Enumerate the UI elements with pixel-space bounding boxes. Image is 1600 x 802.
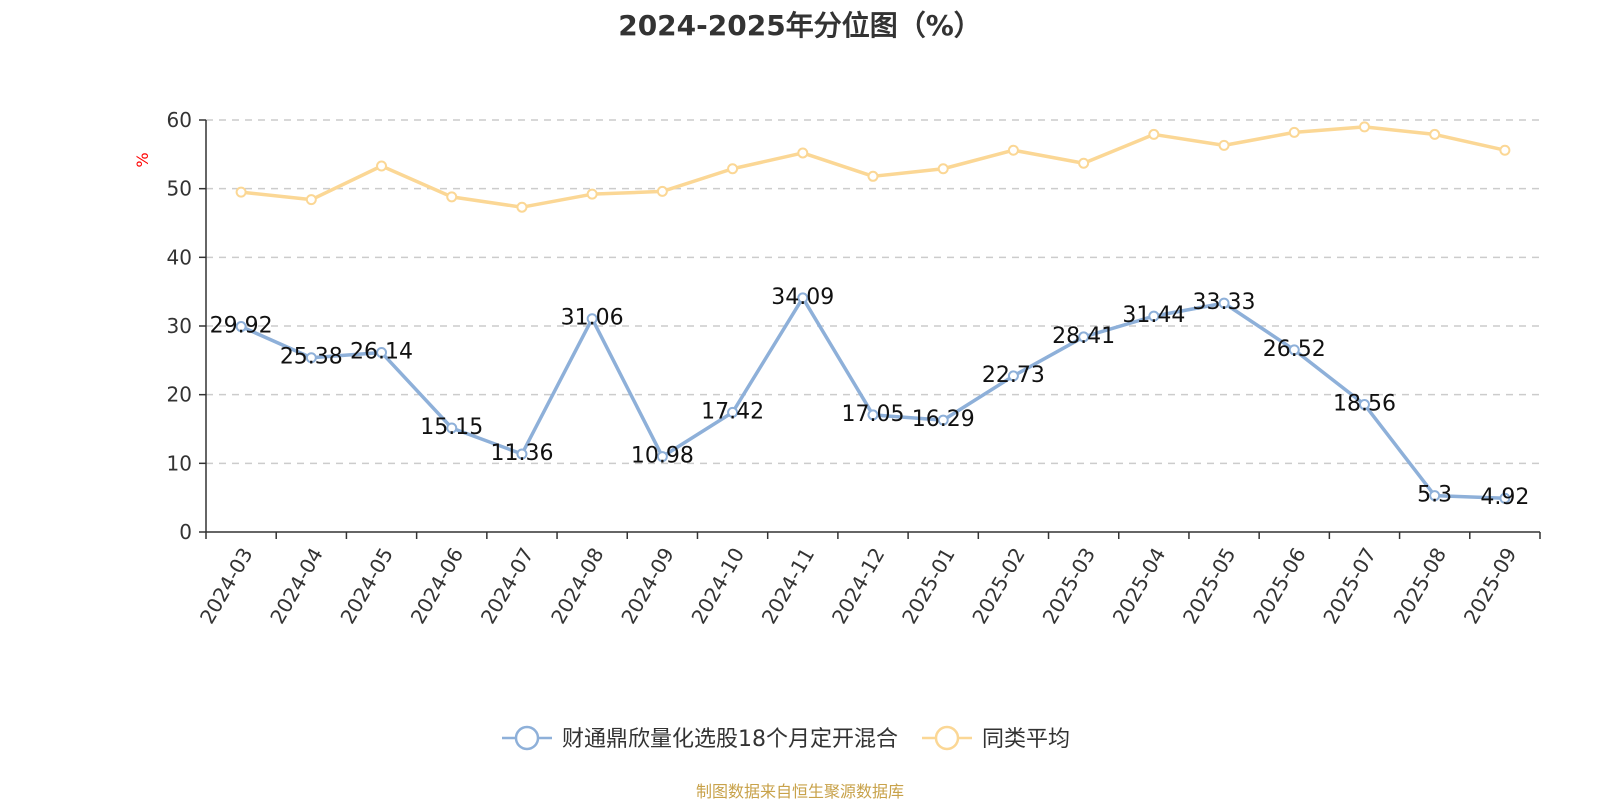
series-lines — [240, 125, 1506, 500]
series-line — [240, 296, 1505, 500]
data-label: 10.98 — [631, 444, 694, 469]
data-point — [1429, 490, 1441, 502]
legend-marker — [934, 725, 960, 751]
y-tick-label: 20 — [167, 383, 192, 407]
data-point — [1499, 144, 1511, 156]
data-point — [1288, 126, 1300, 138]
data-point — [1499, 492, 1511, 504]
data-label: 4.92 — [1480, 485, 1529, 510]
data-point — [1218, 297, 1230, 309]
x-tick-label: 2025-08 — [1389, 544, 1452, 628]
data-point — [1358, 121, 1370, 133]
data-point — [235, 321, 247, 333]
data-point — [797, 292, 809, 304]
data-label: 26.14 — [350, 340, 413, 365]
data-label: 31.06 — [561, 306, 624, 331]
data-point — [446, 191, 458, 203]
x-tick-label: 2024-05 — [335, 544, 398, 628]
data-label: 17.05 — [842, 402, 905, 427]
data-point — [446, 422, 458, 434]
data-point — [305, 352, 317, 364]
y-tick-label: 30 — [167, 314, 192, 338]
data-point — [1078, 331, 1090, 343]
x-tick-label: 2025-02 — [967, 544, 1030, 628]
data-point — [1429, 128, 1441, 140]
data-point — [1148, 310, 1160, 322]
x-tick-label: 2024-10 — [686, 544, 749, 628]
data-label: 22.73 — [982, 363, 1045, 388]
data-point — [1358, 399, 1370, 411]
y-tick-label: 10 — [167, 451, 192, 475]
x-tick-label: 2025-03 — [1038, 544, 1101, 628]
x-tick-label: 2024-06 — [406, 544, 469, 628]
x-tick-label: 2025-04 — [1108, 544, 1171, 628]
data-point — [305, 194, 317, 206]
y-axis-label: % — [133, 152, 152, 167]
x-tick-label: 2024-09 — [616, 544, 679, 628]
data-point — [1288, 344, 1300, 356]
x-tick-label: 2024-04 — [265, 544, 328, 628]
data-point — [376, 347, 388, 359]
x-tick-label: 2024-11 — [757, 544, 820, 628]
data-point — [867, 409, 879, 421]
chart-title: 2024-2025年分位图（%） — [618, 9, 982, 42]
data-point — [1148, 128, 1160, 140]
legend-label: 财通鼎欣量化选股18个月定开混合 — [562, 727, 898, 752]
data-point — [727, 163, 739, 175]
data-point — [376, 160, 388, 172]
data-label: 28.41 — [1052, 324, 1115, 349]
data-point — [586, 188, 598, 200]
data-point — [1218, 139, 1230, 151]
data-label: 25.38 — [280, 345, 343, 370]
x-tick-label: 2025-06 — [1248, 544, 1311, 628]
y-tick-label: 50 — [167, 177, 192, 201]
data-point — [656, 185, 668, 197]
x-tick-label: 2024-03 — [195, 544, 258, 628]
data-point — [727, 406, 739, 418]
series-line — [240, 125, 1506, 209]
data-point — [1078, 157, 1090, 169]
grid-lines — [206, 119, 1540, 465]
x-tick-label: 2025-09 — [1459, 544, 1522, 628]
data-point — [937, 163, 949, 175]
data-point — [1007, 144, 1019, 156]
x-tick-label: 2024-12 — [827, 544, 890, 628]
data-label: 33.33 — [1193, 290, 1256, 315]
data-label: 5.3 — [1417, 483, 1452, 508]
x-tick-label: 2024-08 — [546, 544, 609, 628]
data-labels: 29.92 25.38 26.14 15.15 11.36 31.06 10.98 17.42… — [210, 285, 1530, 510]
y-tick-label: 0 — [179, 520, 192, 544]
data-label: 17.42 — [701, 399, 764, 424]
data-label: 26.52 — [1263, 337, 1326, 362]
x-tick-label: 2025-07 — [1318, 544, 1381, 628]
data-point — [586, 313, 598, 325]
series-points — [235, 121, 1511, 504]
x-tick-label: 2024-07 — [476, 544, 539, 628]
data-label: 11.36 — [490, 441, 553, 466]
legend-marker — [514, 725, 540, 751]
legend-label: 同类平均 — [982, 727, 1070, 752]
data-point — [797, 147, 809, 159]
data-point — [516, 201, 528, 213]
data-label: 16.29 — [912, 407, 975, 432]
data-point — [656, 451, 668, 463]
x-tick-label: 2025-05 — [1178, 544, 1241, 628]
data-label: 18.56 — [1333, 392, 1396, 417]
data-point — [516, 448, 528, 460]
data-label: 34.09 — [771, 285, 834, 310]
source-note: 制图数据来自恒生聚源数据库 — [695, 782, 904, 801]
data-label: 29.92 — [210, 314, 273, 339]
data-point — [1007, 370, 1019, 382]
y-tick-label: 40 — [167, 245, 192, 269]
x-tick-label: 2025-01 — [897, 543, 960, 627]
data-point — [937, 414, 949, 426]
data-label: 15.15 — [420, 415, 483, 440]
y-tick-label: 60 — [167, 108, 192, 132]
data-point — [867, 170, 879, 182]
data-point — [235, 186, 247, 198]
legend: 财通鼎欣量化选股18个月定开混合 同类平均 — [502, 725, 1070, 752]
data-label: 31.44 — [1122, 303, 1185, 328]
